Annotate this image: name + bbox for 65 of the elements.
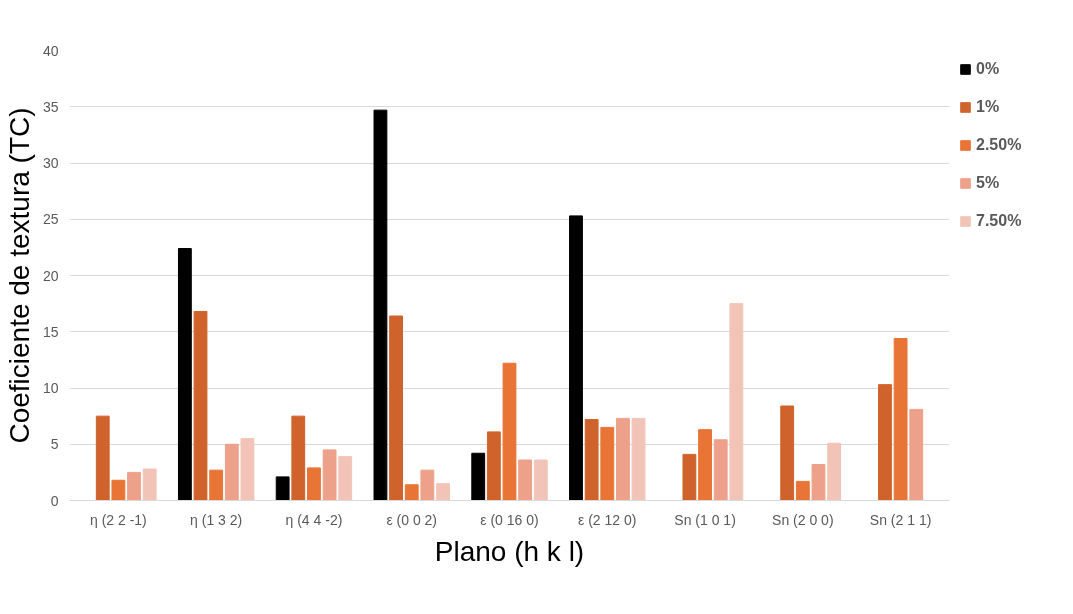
x-tick-label: Sn (2 1 1): [869, 511, 932, 528]
legend-label: 7.50%: [976, 212, 1022, 230]
x-axis-title: Plano (h k l): [434, 535, 585, 567]
bar: [275, 476, 290, 501]
bar: [471, 452, 486, 501]
x-tick-label: ε (0 0 2): [386, 511, 438, 528]
bar: [502, 362, 517, 501]
bar: [729, 303, 744, 501]
bar: [338, 456, 353, 501]
bar: [142, 468, 157, 501]
x-tick-label: Sn (2 0 0): [772, 511, 834, 528]
bar: [389, 315, 403, 501]
bar: [780, 405, 795, 501]
bar: [811, 464, 826, 501]
bar: [616, 417, 630, 501]
legend-label: 2.50%: [976, 136, 1022, 154]
y-tick-label: 40: [42, 42, 59, 59]
x-tick-label: ε (0 16 0): [480, 511, 539, 528]
x-tick-label: ε (2 12 0): [578, 511, 637, 528]
bar: [518, 459, 533, 501]
bar: [878, 384, 892, 501]
bar: [584, 419, 599, 501]
x-tick-label: η (1 3 2): [190, 511, 243, 528]
y-tick-label: 35: [42, 98, 59, 115]
y-tick-label: 25: [42, 211, 59, 228]
bar: [404, 484, 419, 501]
bar: [600, 426, 615, 501]
bar: [631, 417, 646, 501]
bar: [193, 311, 208, 501]
bar: [373, 109, 388, 501]
bar: [827, 442, 842, 501]
y-tick-label: 0: [50, 492, 59, 509]
y-axis-title: Coeficiente de textura (TC): [3, 107, 35, 444]
bar: [533, 459, 548, 501]
x-tick-label: η (2 2 -1): [89, 511, 147, 528]
bar: [291, 415, 306, 501]
y-tick-label: 10: [42, 380, 59, 396]
bar: [795, 480, 810, 501]
x-tick-label: Sn (1 0 1): [674, 511, 736, 528]
bar: [713, 439, 728, 501]
bar: [177, 248, 192, 501]
bar: [322, 449, 337, 501]
bar: [307, 467, 321, 501]
bar: [682, 453, 697, 501]
bar: [127, 471, 141, 501]
bar: [893, 338, 908, 501]
y-tick-label: 30: [42, 155, 59, 171]
bar: [224, 443, 239, 501]
legend-label: 5%: [976, 174, 1000, 192]
bar: [436, 483, 450, 501]
bar: [698, 429, 712, 501]
bar: [420, 469, 435, 501]
bar: [486, 431, 501, 501]
bar: [111, 479, 126, 501]
bar: [909, 408, 924, 501]
y-tick-label: 15: [42, 323, 59, 340]
bar: [240, 438, 255, 501]
legend-label: 0%: [976, 60, 1000, 78]
bar: [209, 469, 224, 501]
y-tick-label: 20: [42, 267, 59, 284]
bar: [569, 215, 583, 501]
legend-label: 1%: [976, 98, 1000, 116]
bar: [95, 415, 110, 501]
y-tick-label: 5: [50, 436, 59, 453]
x-tick-label: η (4 4 -2): [285, 511, 343, 528]
